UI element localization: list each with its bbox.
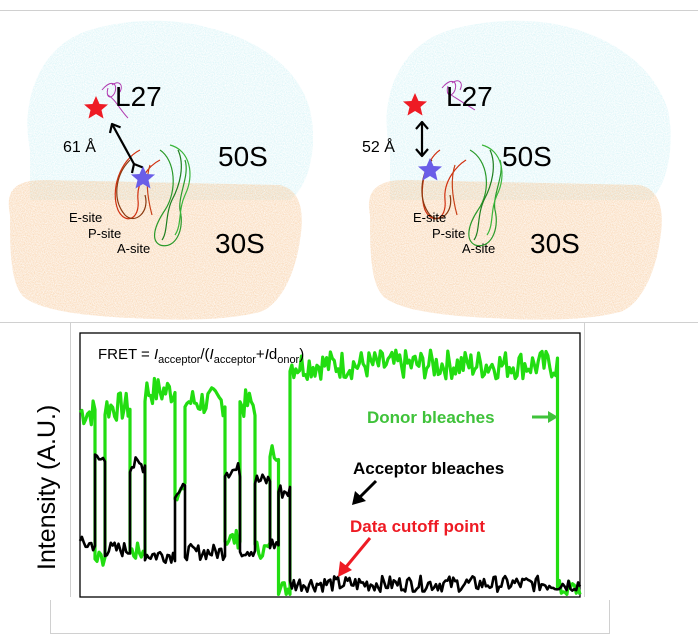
subunit-50s-label-right: 50S: [502, 141, 552, 172]
formula-sub2: acceptor: [214, 354, 257, 366]
formula-sub3: onor: [277, 354, 299, 366]
bottom-panel-right-border: [584, 322, 585, 597]
trna-left: [114, 144, 191, 247]
l27-protein-right: [441, 80, 476, 111]
ribosome-right: L27 52 Å 50S 30S E-site P-site A-site: [362, 20, 671, 320]
formula-mid: /(: [200, 346, 209, 363]
subunit-50s-left: [27, 20, 314, 201]
fret-trace-chart: Intensity (A.U.) FRET = Iacceptor/(Iacce…: [33, 332, 582, 598]
subunit-50s-right: [386, 20, 671, 201]
subunit-30s-right: [368, 180, 662, 320]
formula-prefix: FRET =: [98, 346, 154, 363]
distance-label-left: 61 Å: [63, 137, 96, 156]
bottom-panel-top-line-right: [585, 322, 698, 323]
distance-arrow-right: [415, 120, 429, 158]
distance-label-right: 52 Å: [362, 137, 395, 156]
e-site-label-right: E-site: [413, 210, 446, 225]
ribosome-left: L27 61 Å 50S 30S E-site P-site A-site: [8, 20, 314, 320]
l27-label-left: L27: [115, 81, 162, 112]
a-site-label-right: A-site: [462, 241, 495, 256]
e-site-label-left: E-site: [69, 210, 102, 225]
donor-trace: [78, 348, 582, 596]
plot-frame: [79, 332, 581, 598]
acceptor-star-right: [403, 93, 427, 116]
data-cutoff-label: Data cutoff point: [350, 517, 485, 536]
ribosome-structures-panel: L27 61 Å 50S 30S E-site P-site A-site: [8, 20, 671, 320]
donor-star-left: [131, 166, 155, 189]
acceptor-bleaches-label: Acceptor bleaches: [353, 459, 504, 478]
donor-bleaches-arrow: [532, 411, 558, 423]
fret-formula: FRET = Iacceptor/(Iacceptor+Idonor): [98, 346, 304, 366]
p-site-label-right: P-site: [432, 226, 465, 241]
distance-arrow-left: [108, 122, 143, 174]
formula-sub1: acceptor: [158, 354, 201, 366]
bottom-panel-top-line-left: [0, 322, 70, 323]
subunit-30s-left: [8, 180, 302, 320]
acceptor-star-left: [84, 96, 108, 119]
subunit-30s-label-right: 30S: [530, 228, 580, 259]
acceptor-bleaches-arrow: [352, 479, 378, 505]
formula-i2: I: [210, 346, 214, 363]
a-site-label-left: A-site: [117, 241, 150, 256]
formula-i3: I: [265, 346, 269, 363]
l27-label-right: L27: [446, 81, 493, 112]
l27-protein-left: [101, 82, 129, 119]
formula-d: d: [269, 346, 277, 363]
subunit-30s-label-left: 30S: [215, 228, 265, 259]
formula-plus: +: [256, 346, 265, 363]
bottom-panel-bottom-right-tick: [609, 600, 610, 633]
donor-star-right: [418, 158, 442, 181]
bottom-panel-bottom-line: [50, 633, 610, 634]
trace-lines: [78, 348, 582, 596]
bottom-panel-top-line-mid: [70, 322, 585, 323]
formula-i1: I: [154, 346, 158, 363]
subunit-50s-label-left: 50S: [218, 141, 268, 172]
p-site-label-left: P-site: [88, 226, 121, 241]
acceptor-trace: [78, 453, 582, 593]
data-cutoff-arrow: [338, 537, 372, 577]
top-border-line: [0, 10, 698, 11]
y-axis-label: Intensity (A.U.): [33, 405, 61, 570]
bottom-panel-left-border: [70, 322, 71, 597]
donor-bleaches-label: Donor bleaches: [367, 408, 495, 427]
formula-close: ): [299, 346, 304, 363]
bottom-panel-bottom-left-tick: [50, 600, 51, 633]
